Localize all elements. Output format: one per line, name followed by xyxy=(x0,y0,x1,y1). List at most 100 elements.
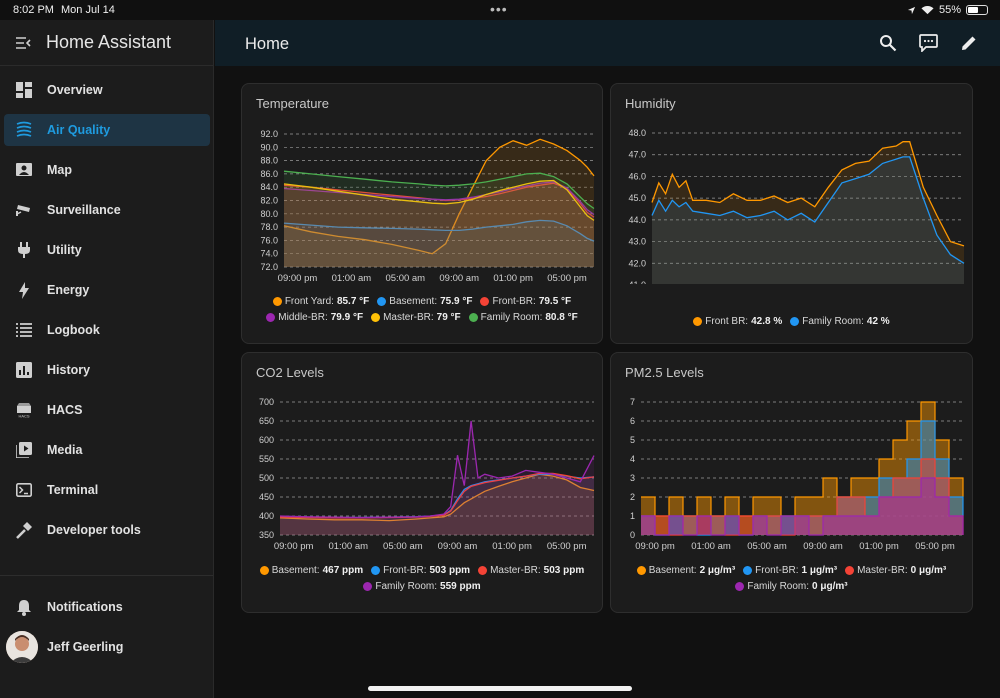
sidebar-item-overview[interactable]: Overview xyxy=(4,74,210,106)
legend-label: Basement: xyxy=(389,296,438,307)
legend-value: 1 μg/m³ xyxy=(801,565,838,576)
legend-label: Middle-BR: xyxy=(278,312,328,323)
sidebar-item-logbook[interactable]: Logbook xyxy=(4,314,210,346)
sidebar-item-surveillance[interactable]: Surveillance xyxy=(4,194,210,226)
y-tick-label: 84.0 xyxy=(260,182,278,192)
legend-item[interactable]: Front-BR: 1 μg/m³ xyxy=(743,565,837,576)
series-line[interactable] xyxy=(279,473,595,522)
legend-item[interactable]: Front Yard: 85.7 °F xyxy=(272,296,369,307)
pm25-card: PM2.5 Levels 7 6 5 4 3 2 1 0 09:00 pm 01:00 am 05:… xyxy=(610,352,973,613)
legend-item[interactable]: Family Room: 0 μg/m³ xyxy=(735,581,848,592)
legend-dot-icon xyxy=(266,313,276,322)
card-title: CO2 Levels xyxy=(256,365,324,380)
legend-dot-icon xyxy=(259,566,269,575)
legend-item[interactable]: Basement: 2 μg/m³ xyxy=(636,565,735,576)
sidebar-item-hacs[interactable]: HACS HACS xyxy=(4,394,210,426)
series-line[interactable] xyxy=(641,401,964,517)
y-tick-label: 650 xyxy=(259,416,274,426)
legend-label: Family Room: xyxy=(802,316,864,327)
search-icon[interactable] xyxy=(879,34,897,57)
series-line[interactable] xyxy=(641,477,964,536)
legend-item[interactable]: Family Room: 80.8 °F xyxy=(468,312,578,323)
series-area xyxy=(641,402,963,535)
legend-item[interactable]: Middle-BR: 79.9 °F xyxy=(266,312,363,323)
y-tick-label: 7 xyxy=(630,397,635,407)
y-tick-label: 42.0 xyxy=(628,258,646,268)
sidebar-item-terminal[interactable]: Terminal xyxy=(4,474,210,506)
sidebar-item-notifications[interactable]: Notifications xyxy=(4,591,210,623)
legend-item[interactable]: Front-BR: 503 ppm xyxy=(371,565,470,576)
legend-value: 0 μg/m³ xyxy=(812,581,848,592)
notifications-label: Notifications xyxy=(47,600,123,614)
y-tick-label: 44.0 xyxy=(628,215,646,225)
legend-dot-icon xyxy=(371,313,381,322)
x-tick-label: 09:00 pm xyxy=(635,541,675,552)
legend-label: Master-BR: xyxy=(383,312,434,323)
temperature-chart: 92.0 90.0 88.0 86.0 84.0 82.0 80.0 78.0 76.0 74.0… xyxy=(260,129,595,284)
y-tick-label: 3 xyxy=(630,473,635,483)
y-tick-label: 43.0 xyxy=(628,237,646,247)
series-line[interactable] xyxy=(283,170,595,210)
series-area xyxy=(284,171,594,267)
series-line[interactable] xyxy=(283,219,595,242)
menu-collapse-icon[interactable] xyxy=(0,36,46,50)
sidebar-item-profile[interactable]: Jeff Geerling xyxy=(4,631,210,663)
top-app-bar: Home xyxy=(215,20,1000,66)
legend-item[interactable]: Front BR: 42.8 % xyxy=(693,316,782,327)
x-tick-label: 01:00 am xyxy=(328,541,368,552)
legend-item[interactable]: Master-BR: 0 μg/m³ xyxy=(845,565,946,576)
sidebar-divider xyxy=(0,575,213,576)
sidebar-item-air-quality[interactable]: Air Quality xyxy=(4,114,210,146)
list-icon xyxy=(4,323,44,337)
y-tick-label: 400 xyxy=(259,511,274,521)
assist-icon[interactable] xyxy=(919,34,938,57)
multitasking-dots-icon[interactable]: ••• xyxy=(490,1,508,17)
sidebar-item-history[interactable]: History xyxy=(4,354,210,386)
sidebar-item-map[interactable]: Map xyxy=(4,154,210,186)
x-tick-label: 01:00 am xyxy=(691,541,731,552)
legend-item[interactable]: Family Room: 559 ppm xyxy=(363,581,481,592)
legend-label: Basement: xyxy=(271,565,320,576)
legend-dot-icon xyxy=(371,566,381,575)
location-arrow-icon xyxy=(907,6,916,14)
series-line[interactable] xyxy=(651,156,965,264)
y-tick-label: 46.0 xyxy=(628,171,646,181)
legend-item[interactable]: Front-BR: 79.5 °F xyxy=(480,296,571,307)
sidebar-item-developer-tools[interactable]: Developer tools xyxy=(4,514,210,546)
legend-item[interactable]: Basement: 75.9 °F xyxy=(377,296,472,307)
series-line[interactable] xyxy=(279,420,595,519)
pencil-icon[interactable] xyxy=(960,34,978,57)
series-area xyxy=(652,156,964,284)
x-tick-label: 01:00 am xyxy=(332,273,372,284)
y-tick-label: 76.0 xyxy=(260,235,278,245)
x-tick-label: 05:00 pm xyxy=(547,273,587,284)
sidebar-item-utility[interactable]: Utility xyxy=(4,234,210,266)
series-line[interactable] xyxy=(283,181,595,216)
legend-value: 503 ppm xyxy=(543,565,585,576)
chart-box-icon xyxy=(4,362,44,378)
legend-item[interactable]: Basement: 467 ppm xyxy=(259,565,363,576)
series-line[interactable] xyxy=(283,138,595,255)
sidebar-item-label: Surveillance xyxy=(47,203,121,217)
series-line[interactable] xyxy=(283,179,595,221)
sidebar-item-label: Utility xyxy=(47,243,82,257)
pm25-chart: 7 6 5 4 3 2 1 009:00 pm 01:00 am 05:00 am 09:00 am… xyxy=(630,397,964,552)
legend-label: Family Room: xyxy=(747,581,810,592)
y-tick-label: 350 xyxy=(259,530,274,540)
sidebar-item-label: Overview xyxy=(47,83,103,97)
y-tick-label: 1 xyxy=(630,511,635,521)
home-indicator[interactable] xyxy=(368,686,632,691)
legend-item[interactable]: Master-BR: 503 ppm xyxy=(478,565,584,576)
sidebar-item-energy[interactable]: Energy xyxy=(4,274,210,306)
sidebar-item-media[interactable]: Media xyxy=(4,434,210,466)
lightning-icon xyxy=(4,281,44,299)
air-quality-icon xyxy=(4,121,44,139)
series-area xyxy=(284,139,594,267)
y-tick-label: 41.0 xyxy=(628,280,646,284)
series-area xyxy=(641,421,963,535)
series-area xyxy=(280,473,594,535)
legend-item[interactable]: Family Room: 42 % xyxy=(790,316,890,327)
legend-item[interactable]: Master-BR: 79 °F xyxy=(371,312,461,323)
y-tick-label: 48.0 xyxy=(628,128,646,138)
series-line[interactable] xyxy=(651,141,965,247)
